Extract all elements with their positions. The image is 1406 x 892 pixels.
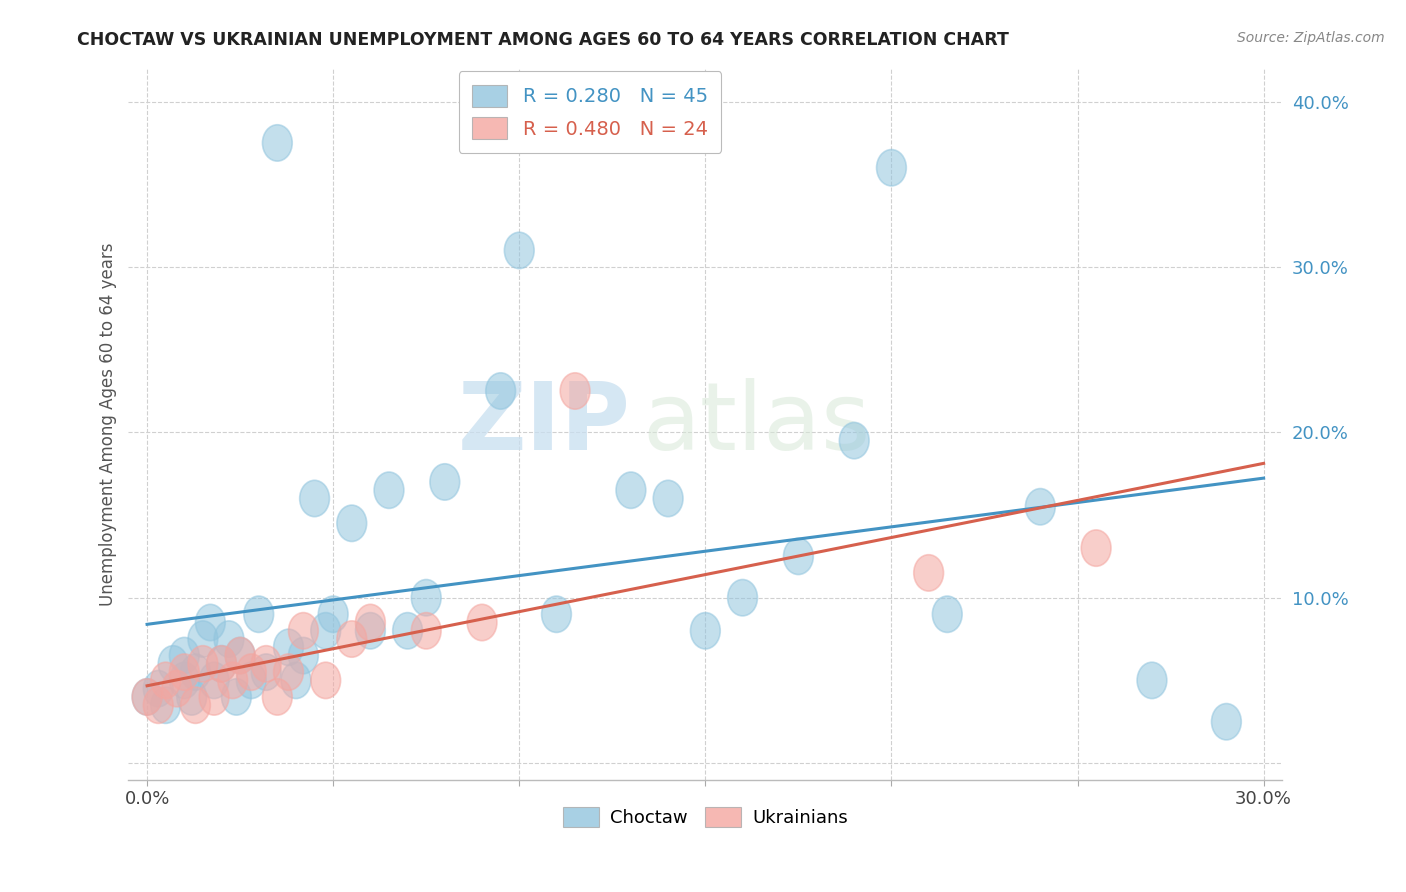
Text: atlas: atlas [643,378,870,470]
Ellipse shape [311,662,340,698]
Ellipse shape [839,423,869,458]
Ellipse shape [225,638,254,673]
Ellipse shape [225,638,254,673]
Ellipse shape [281,662,311,698]
Text: ZIP: ZIP [457,378,630,470]
Ellipse shape [162,671,191,706]
Ellipse shape [132,679,162,715]
Ellipse shape [356,613,385,649]
Ellipse shape [180,687,211,723]
Ellipse shape [143,671,173,706]
Legend: Choctaw, Ukrainians: Choctaw, Ukrainians [555,799,855,835]
Ellipse shape [288,638,318,673]
Ellipse shape [222,679,252,715]
Ellipse shape [236,662,266,698]
Ellipse shape [337,621,367,657]
Ellipse shape [467,604,496,640]
Ellipse shape [177,679,207,715]
Ellipse shape [274,654,304,690]
Ellipse shape [207,646,236,682]
Ellipse shape [188,646,218,682]
Ellipse shape [356,604,385,640]
Ellipse shape [169,662,200,698]
Ellipse shape [169,638,200,673]
Ellipse shape [1025,489,1054,524]
Ellipse shape [412,613,441,649]
Ellipse shape [169,654,200,690]
Ellipse shape [263,679,292,715]
Ellipse shape [243,596,274,632]
Ellipse shape [214,621,243,657]
Ellipse shape [207,646,236,682]
Ellipse shape [374,472,404,508]
Ellipse shape [299,480,329,516]
Ellipse shape [263,125,292,161]
Ellipse shape [188,621,218,657]
Ellipse shape [541,596,571,632]
Ellipse shape [159,646,188,682]
Ellipse shape [412,580,441,615]
Ellipse shape [430,464,460,500]
Ellipse shape [274,629,304,665]
Ellipse shape [876,150,907,186]
Ellipse shape [654,480,683,516]
Ellipse shape [616,472,645,508]
Ellipse shape [485,373,516,409]
Ellipse shape [728,580,758,615]
Ellipse shape [318,596,349,632]
Ellipse shape [690,613,720,649]
Ellipse shape [932,596,962,632]
Ellipse shape [505,232,534,268]
Ellipse shape [218,662,247,698]
Ellipse shape [783,538,813,574]
Ellipse shape [288,613,318,649]
Ellipse shape [150,662,180,698]
Y-axis label: Unemployment Among Ages 60 to 64 years: Unemployment Among Ages 60 to 64 years [100,243,117,606]
Ellipse shape [337,505,367,541]
Ellipse shape [150,687,180,723]
Ellipse shape [252,654,281,690]
Ellipse shape [236,654,266,690]
Ellipse shape [1137,662,1167,698]
Ellipse shape [1081,530,1111,566]
Ellipse shape [200,662,229,698]
Text: CHOCTAW VS UKRAINIAN UNEMPLOYMENT AMONG AGES 60 TO 64 YEARS CORRELATION CHART: CHOCTAW VS UKRAINIAN UNEMPLOYMENT AMONG … [77,31,1010,49]
Ellipse shape [252,646,281,682]
Ellipse shape [200,679,229,715]
Ellipse shape [914,555,943,591]
Ellipse shape [143,687,173,723]
Ellipse shape [1212,704,1241,740]
Ellipse shape [195,604,225,640]
Ellipse shape [392,613,422,649]
Text: Source: ZipAtlas.com: Source: ZipAtlas.com [1237,31,1385,45]
Ellipse shape [560,373,591,409]
Ellipse shape [311,613,340,649]
Ellipse shape [132,679,162,715]
Ellipse shape [180,654,211,690]
